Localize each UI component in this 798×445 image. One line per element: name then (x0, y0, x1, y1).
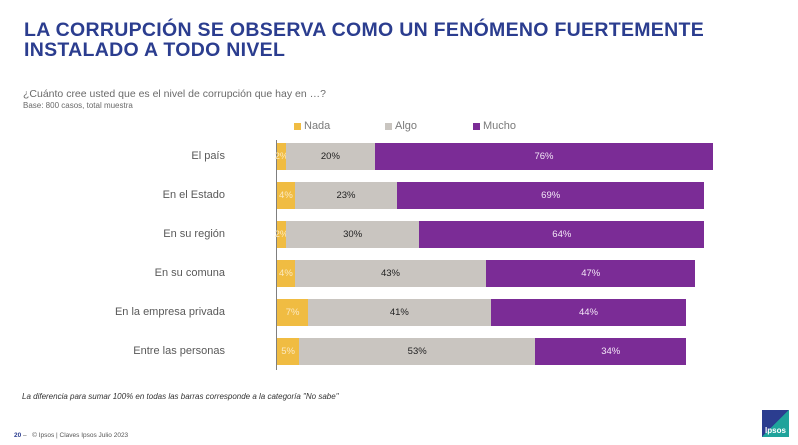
legend-swatch-mucho (473, 122, 480, 130)
category-label: Entre las personas (133, 345, 225, 357)
bar-segment-algo: 23% (294, 182, 398, 209)
category-label: En su comuna (154, 267, 225, 279)
bar-segment-mucho: 76% (374, 143, 714, 170)
bar-segment-nada: 5% (277, 338, 300, 365)
legend-swatch-algo (385, 122, 392, 130)
footnote: La diferencia para sumar 100% en todas l… (22, 392, 339, 401)
legend-swatch-nada (294, 122, 301, 130)
bar-segment-nada: 4% (277, 182, 295, 209)
footer: 20 – © Ipsos | Claves Ipsos Julio 2023 (14, 432, 128, 439)
legend-label-algo: Algo (395, 120, 418, 132)
legend-item-algo: Algo (385, 120, 417, 132)
bar-segment-mucho: 69% (397, 182, 705, 209)
bar-segment-nada: 2% (275, 143, 288, 170)
bar-segment-nada: 2% (275, 221, 288, 248)
bar-segment-mucho: 44% (490, 299, 687, 326)
category-label: El país (191, 150, 225, 162)
survey-question: ¿Cuánto cree usted que es el nivel de co… (23, 88, 326, 100)
category-label: En la empresa privada (114, 306, 225, 318)
footer-dash: – (23, 432, 27, 439)
legend-label-nada: Nada (304, 120, 331, 132)
legend-item-nada: Nada (294, 120, 330, 132)
sample-base: Base: 800 casos, total muestra (23, 101, 133, 110)
category-label: En el Estado (162, 189, 225, 201)
ipsos-logo: Ipsos (762, 410, 789, 437)
bar-segment-mucho: 34% (535, 338, 687, 365)
legend-item-mucho: Mucho (473, 120, 516, 132)
bar-segment-nada: 4% (277, 260, 295, 287)
category-axis (276, 140, 277, 370)
bar-segment-mucho: 47% (486, 260, 696, 287)
bar-segment-algo: 53% (299, 338, 536, 365)
page-title: LA CORRUPCIÓN SE OBSERVA COMO UN FENÓMEN… (24, 19, 705, 61)
bar-segment-algo: 41% (308, 299, 491, 326)
legend-label-mucho: Mucho (483, 120, 517, 132)
page-number: 20 (14, 432, 22, 439)
bar-segment-nada: 7% (277, 299, 309, 326)
category-label: En su región (163, 228, 225, 240)
bar-segment-algo: 43% (294, 260, 487, 287)
bar-segment-algo: 20% (285, 143, 375, 170)
copyright-text: © Ipsos | Claves Ipsos Julio 2023 (32, 432, 129, 439)
bar-segment-algo: 30% (285, 221, 420, 248)
bar-segment-mucho: 64% (419, 221, 705, 248)
